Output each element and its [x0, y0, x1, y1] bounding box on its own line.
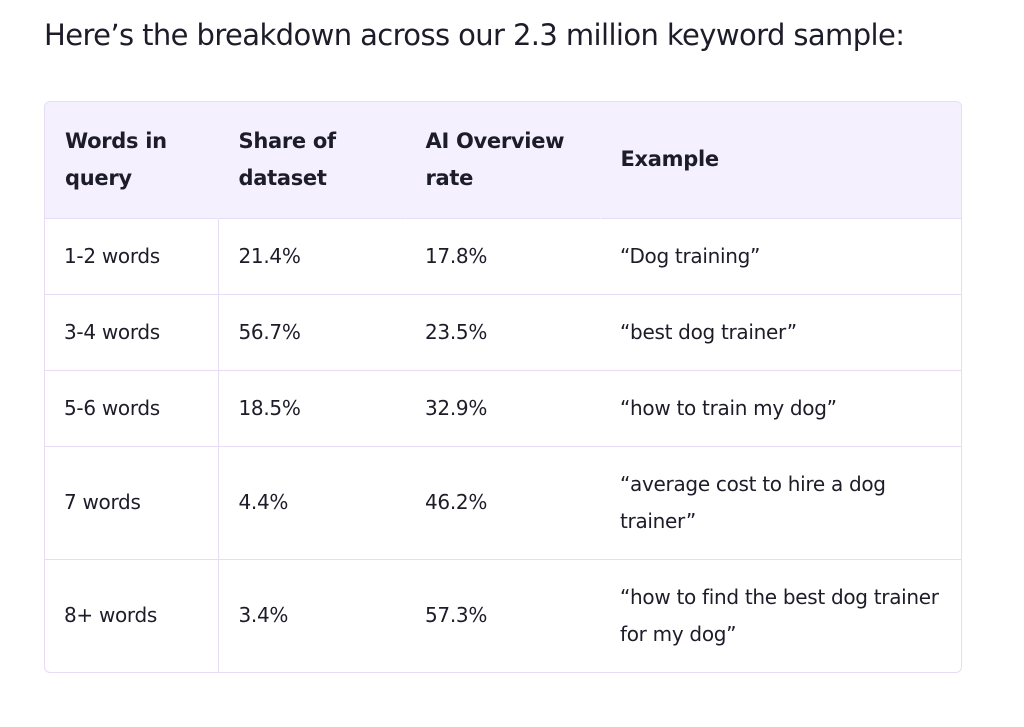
cell-ai-rate: 23.5%	[405, 293, 600, 370]
cell-example: “Dog training”	[600, 217, 961, 294]
table-row: 8+ words 3.4% 57.3% “how to find the bes…	[45, 558, 961, 672]
table-row: 3-4 words 56.7% 23.5% “best dog trainer”	[45, 293, 961, 370]
cell-share: 18.5%	[218, 369, 405, 446]
intro-text: Here’s the breakdown across our 2.3 mill…	[44, 18, 905, 52]
cell-words: 1-2 words	[45, 217, 219, 294]
cell-share: 3.4%	[218, 558, 405, 672]
cell-words: 3-4 words	[45, 293, 219, 370]
cell-example: “best dog trainer”	[600, 293, 961, 370]
cell-example: “how to train my dog”	[600, 369, 961, 446]
cell-share: 56.7%	[218, 293, 405, 370]
data-table: Words in query Share of dataset AI Overv…	[45, 102, 961, 672]
header-share-of-dataset: Share of dataset	[218, 102, 406, 218]
keyword-breakdown-table: Words in query Share of dataset AI Overv…	[44, 101, 962, 673]
cell-ai-rate: 46.2%	[405, 445, 600, 559]
table-row: 7 words 4.4% 46.2% “average cost to hire…	[45, 445, 961, 559]
header-example: Example	[620, 147, 720, 172]
cell-words: 8+ words	[45, 558, 219, 672]
cell-share: 21.4%	[218, 217, 405, 294]
table-body: 1-2 words 21.4% 17.8% “Dog training” 3-4…	[45, 217, 961, 672]
cell-words: 5-6 words	[45, 369, 219, 446]
table-row: 1-2 words 21.4% 17.8% “Dog training”	[45, 217, 961, 294]
cell-example: “how to find the best dog trainer for my…	[600, 558, 961, 672]
header-ai-overview-rate: AI Overview rate	[405, 102, 601, 218]
table-header: Words in query Share of dataset AI Overv…	[45, 102, 961, 218]
cell-ai-rate: 57.3%	[405, 558, 600, 672]
cell-ai-rate: 32.9%	[405, 369, 600, 446]
cell-words: 7 words	[45, 445, 219, 559]
cell-example: “average cost to hire a dog trainer”	[600, 445, 961, 559]
table-row: 5-6 words 18.5% 32.9% “how to train my d…	[45, 369, 961, 446]
cell-share: 4.4%	[218, 445, 405, 559]
cell-ai-rate: 17.8%	[405, 217, 600, 294]
header-row: Words in query Share of dataset AI Overv…	[45, 102, 961, 218]
header-words-in-query: Words in query	[45, 102, 219, 218]
